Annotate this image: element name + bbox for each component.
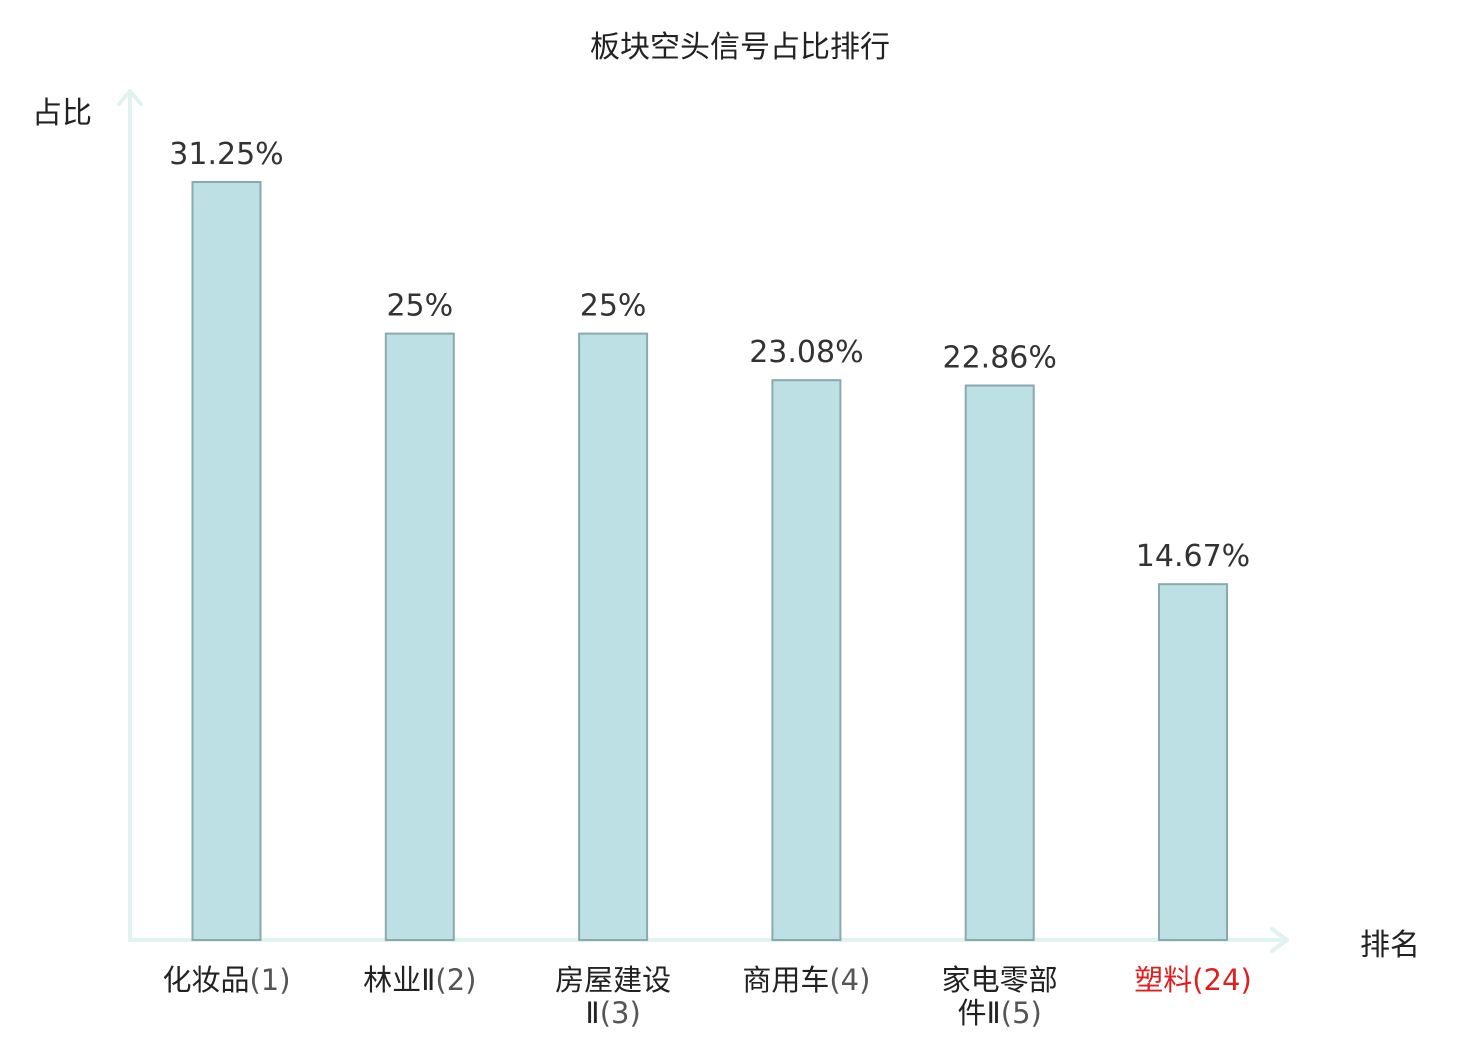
category-name-continued: 件Ⅱ bbox=[957, 996, 1001, 1030]
bar-value-label: 25% bbox=[580, 289, 647, 324]
bar-value-label: 14.67% bbox=[1136, 539, 1250, 574]
bar bbox=[384, 332, 455, 942]
y-axis-arrowhead bbox=[117, 89, 143, 106]
category-label: 化妆品(1) bbox=[132, 964, 322, 997]
bar-value-label: 31.25% bbox=[169, 137, 283, 172]
category-rank: (24) bbox=[1192, 963, 1252, 997]
bar bbox=[964, 384, 1035, 942]
category-name: 家电零部 bbox=[941, 963, 1058, 997]
bar bbox=[191, 181, 262, 941]
category-label: 房屋建设 Ⅱ(3) bbox=[518, 964, 708, 1030]
category-label: 林业Ⅱ(2) bbox=[325, 964, 515, 997]
category-name: 林业Ⅱ bbox=[363, 963, 436, 997]
bar-value-label: 25% bbox=[386, 289, 453, 324]
category-label: 塑料(24) bbox=[1098, 964, 1288, 997]
category-rank: (1) bbox=[249, 963, 291, 997]
category-name: 塑料 bbox=[1134, 963, 1193, 997]
x-axis-arrowhead bbox=[1270, 927, 1289, 953]
y-axis-label: 占比 bbox=[32, 96, 92, 131]
category-label: 家电零部 件Ⅱ(5) bbox=[905, 964, 1095, 1030]
bar bbox=[578, 332, 649, 942]
bar-value-label: 23.08% bbox=[749, 335, 863, 370]
bar bbox=[771, 379, 842, 941]
category-rank: (2) bbox=[435, 963, 477, 997]
x-axis-label: 排名 bbox=[1360, 928, 1420, 963]
bar bbox=[1158, 583, 1228, 941]
category-label: 商用车(4) bbox=[711, 964, 901, 997]
bar-value-label: 22.86% bbox=[943, 341, 1057, 376]
category-name: 化妆品 bbox=[162, 963, 250, 997]
category-name: 商用车 bbox=[742, 963, 830, 997]
category-rank: (5) bbox=[1000, 996, 1042, 1030]
category-name-continued: Ⅱ bbox=[585, 996, 600, 1030]
category-name: 房屋建设 bbox=[555, 963, 672, 997]
chart-axes bbox=[117, 89, 1289, 953]
value-labels: 31.25% 25% 25% 23.08% 22.86% 14.67% bbox=[169, 137, 1250, 574]
chart-title: 板块空头信号占比排行 bbox=[590, 30, 890, 65]
category-rank: (3) bbox=[599, 996, 641, 1030]
category-rank: (4) bbox=[829, 963, 871, 997]
bar-series bbox=[191, 181, 1228, 942]
